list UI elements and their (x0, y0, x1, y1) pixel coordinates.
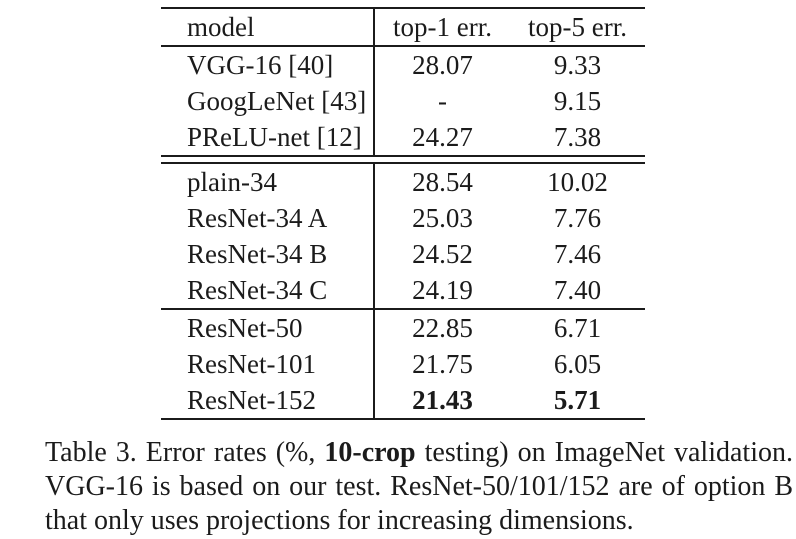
header-bottom-rule (161, 45, 645, 47)
section-double-rule (161, 155, 645, 164)
model-cell: plain-34 (161, 164, 375, 200)
table-row: ResNet-50 22.85 6.71 (161, 310, 645, 346)
top5-cell: 7.76 (553, 203, 602, 233)
model-cell: PReLU-net [12] (161, 119, 375, 155)
top5-cell: 10.02 (547, 167, 608, 197)
caption-text: Table 3. Error rates (%, (45, 437, 325, 468)
table-row: VGG-16 [40] 28.07 9.33 (161, 47, 645, 83)
table-row: PReLU-net [12] 24.27 7.38 (161, 119, 645, 155)
model-cell: ResNet-34 A (161, 200, 375, 236)
caption-bold-text: 10-crop (324, 437, 416, 468)
top5-cell: 9.33 (553, 50, 602, 80)
header-top1-err: top-1 err. (393, 12, 492, 42)
header-top5-err: top-5 err. (528, 12, 627, 42)
top1-cell: 21.75 (412, 349, 473, 379)
table-row: ResNet-34 A 25.03 7.76 (161, 200, 645, 236)
table-bottom-rule (161, 418, 645, 420)
table-top-rule (161, 7, 645, 9)
top5-cell: 5.71 (553, 385, 602, 415)
caption-line-3: that only uses projections for increasin… (45, 505, 634, 536)
top5-cell: 9.15 (553, 86, 602, 116)
top1-cell: 24.27 (412, 122, 473, 152)
caption-line-1: Table 3. Error rates (%, 10-crop testing… (45, 436, 793, 470)
model-cell: ResNet-101 (161, 346, 375, 382)
top1-cell: 22.85 (412, 313, 473, 343)
table-row: GoogLeNet [43] - 9.15 (161, 83, 645, 119)
top1-cell: 28.07 (412, 50, 473, 80)
table-row-best: ResNet-152 21.43 5.71 (161, 382, 645, 418)
model-cell: ResNet-50 (161, 310, 375, 346)
table-header-row: model top-1 err. top-5 err. (161, 9, 645, 45)
top1-cell: 24.52 (412, 239, 473, 269)
model-cell: ResNet-152 (161, 382, 375, 418)
top1-cell: - (438, 86, 447, 116)
top1-cell: 28.54 (412, 167, 473, 197)
model-cell: ResNet-34 C (161, 272, 375, 308)
results-table: model top-1 err. top-5 err. VGG-16 [40] … (161, 7, 645, 420)
top1-cell: 24.19 (412, 275, 473, 305)
top5-cell: 7.46 (553, 239, 602, 269)
table-row: ResNet-34 C 24.19 7.40 (161, 272, 645, 308)
section-rule (161, 308, 645, 310)
caption-text: testing) on ImageNet validation. (415, 437, 793, 468)
table-row: ResNet-34 B 24.52 7.46 (161, 236, 645, 272)
header-model: model (161, 9, 375, 45)
top1-cell: 21.43 (412, 385, 473, 415)
top5-cell: 6.05 (553, 349, 602, 379)
top5-cell: 6.71 (553, 313, 602, 343)
model-cell: GoogLeNet [43] (161, 83, 375, 119)
model-cell: VGG-16 [40] (161, 47, 375, 83)
top5-cell: 7.38 (553, 122, 602, 152)
table-row: ResNet-101 21.75 6.05 (161, 346, 645, 382)
top5-cell: 7.40 (553, 275, 602, 305)
table-caption: Table 3. Error rates (%, 10-crop testing… (45, 436, 793, 538)
caption-line-2: VGG-16 is based on our test. ResNet-50/1… (45, 471, 793, 502)
top1-cell: 25.03 (412, 203, 473, 233)
model-cell: ResNet-34 B (161, 236, 375, 272)
table-row: plain-34 28.54 10.02 (161, 164, 645, 200)
